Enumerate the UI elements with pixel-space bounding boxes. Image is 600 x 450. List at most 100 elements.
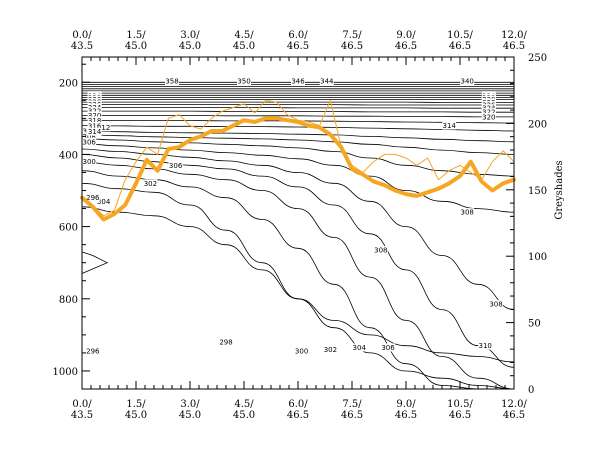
contour-label-6-bg [442,121,457,130]
right-stack-label-6-bg [481,108,496,117]
right-tick-label-0: 0 [528,385,534,396]
contour-label-2: 346 [291,78,305,86]
contour-line-316 [81,125,515,132]
left-tick-label-800: 800 [59,295,78,306]
left-stack-label-8-bg [87,116,102,125]
left-tick-label-1000: 1000 [53,367,78,378]
top-tick-lat-2: 45.0 [179,41,201,52]
right-tick-label-50: 50 [528,319,541,330]
contour-label-3-bg [319,77,334,86]
left-stack-label-10-bg [87,127,102,136]
contour-labels: 3583503463443403163143123103083063063043… [82,77,503,356]
bottom-tick-lat-0: 43.5 [71,410,93,421]
contour-label-16: 308 [461,209,474,217]
contour-label-11-bg [168,161,183,170]
contour-label-22-bg [352,343,367,352]
bottom-tick-time-4: 6.0/ [288,399,308,410]
contour-line-304 [81,154,515,368]
contour-label-14: 302 [144,180,157,188]
left-tick-label-600: 600 [59,223,78,234]
right-tick-label-200: 200 [528,119,547,130]
contour-label-21: 302 [324,346,337,354]
right-axis-label: Greyshades [554,160,565,219]
contour-line-324 [82,107,514,109]
right-tick-label-250: 250 [528,53,547,64]
contour-label-7-bg [96,123,111,132]
contour-line-296-closed [81,251,109,274]
contour-line-300 [81,170,514,390]
bottom-tick-lat-3: 45.0 [233,410,255,421]
contour-line-314 [81,130,515,143]
contour-line-306 [81,148,515,310]
bottom-tick-time-3: 4.5/ [234,399,254,410]
right-stack-label-6: 322 [482,109,495,117]
left-tick-label-400: 400 [59,150,78,161]
right-stack-label-7-bg [481,112,496,121]
contour-line-296 [81,206,515,363]
bottom-tick-time-2: 3.0/ [180,399,200,410]
contour-label-24: 310 [479,342,492,350]
contour-label-9: 308 [83,133,96,141]
contour-label-10: 306 [83,138,97,146]
left-tick-label-200: 200 [59,78,78,89]
contour-label-13-bg [82,157,97,166]
contour-label-3: 344 [320,78,334,86]
top-tick-time-7: 10.5/ [447,30,473,41]
bottom-tick-time-1: 1.5/ [126,399,146,410]
contour-label-0: 358 [165,78,178,86]
contour-label-15-bg [85,193,100,202]
series-line-0 [80,116,516,222]
contour-label-10-bg [82,137,97,146]
top-tick-time-1: 1.5/ [126,30,146,41]
bottom-tick-lat-6: 46.5 [395,410,417,421]
bottom-tick-lat-1: 45.0 [125,410,147,421]
top-tick-time-0: 0.0/ [72,30,92,41]
bottom-tick-lat-7: 46.5 [449,410,471,421]
contour-label-12-bg [96,197,111,206]
bottom-tick-lat-5: 46.5 [341,410,363,421]
top-tick-lat-6: 46.5 [395,41,417,52]
contour-label-23-bg [381,343,395,352]
contour-label-20-bg [294,347,309,356]
contour-label-21-bg [323,345,338,354]
contour-label-1: 350 [237,78,250,86]
contour-label-0-bg [165,77,179,86]
contour-label-18: 296 [86,348,100,356]
contour-label-17: 308 [374,247,387,255]
top-tick-lat-5: 46.5 [341,41,363,52]
bottom-tick-time-5: 7.5/ [342,399,362,410]
top-tick-lat-0: 43.5 [71,41,93,52]
bottom-tick-lat-2: 45.0 [179,410,201,421]
contour-label-23: 306 [381,344,395,352]
data-series [80,99,516,222]
contour-label-19-bg [219,338,233,347]
contour-label-1-bg [237,77,251,86]
contour-label-25: 308 [489,301,502,309]
right-tick-label-100: 100 [528,252,547,263]
top-tick-time-6: 9.0/ [396,30,416,41]
axes: 20040060080010000501001502002500.0/43.50… [53,30,548,421]
contour-label-4: 340 [461,78,474,86]
bottom-tick-time-0: 0.0/ [72,399,92,410]
contour-label-24-bg [478,341,493,350]
bottom-tick-lat-4: 46.5 [287,410,309,421]
contour-line-308 [81,143,515,213]
bottom-tick-time-6: 9.0/ [396,399,416,410]
contour-label-18-bg [85,347,100,356]
top-tick-lat-7: 46.5 [449,41,471,52]
bottom-tick-time-8: 12.0/ [501,399,527,410]
top-tick-time-3: 4.5/ [234,30,254,41]
left-stack-label-10: 314 [88,128,102,136]
right-stack-label-7: 320 [482,113,495,121]
top-tick-time-5: 7.5/ [342,30,362,41]
contour-label-4-bg [460,77,475,86]
contour-line-312 [81,134,515,155]
contour-label-2-bg [291,77,305,86]
bottom-tick-time-7: 10.5/ [447,399,473,410]
right-tick-label-150: 150 [528,186,547,197]
contour-line-310 [81,138,515,177]
contour-label-16-bg [460,208,475,217]
top-tick-time-2: 3.0/ [180,30,200,41]
left-stack-label-7-bg [87,111,102,120]
